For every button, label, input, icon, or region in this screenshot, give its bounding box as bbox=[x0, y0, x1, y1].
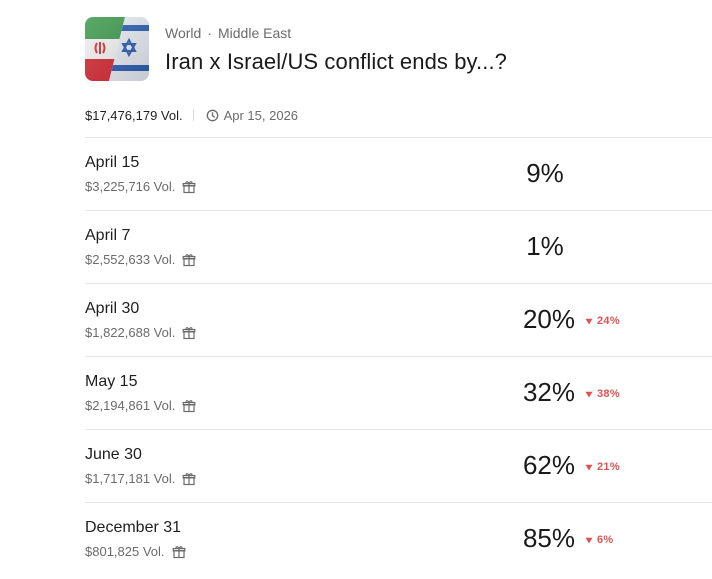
outcome-volume-line: $3,225,716 Vol. bbox=[85, 179, 196, 194]
breadcrumb-world[interactable]: World bbox=[165, 25, 202, 41]
outcome-volume-line: $1,822,688 Vol. bbox=[85, 325, 196, 340]
outcome-row[interactable]: April 30 $1,822,688 Vol. 20% 24% bbox=[85, 283, 712, 356]
outcome-volume-line: $1,717,181 Vol. bbox=[85, 471, 196, 486]
outcome-label: December 31 bbox=[85, 519, 182, 536]
outcome-row[interactable]: April 7 $2,552,633 Vol. 1% bbox=[85, 210, 712, 283]
gift-icon[interactable] bbox=[182, 253, 196, 267]
outcome-volume-line: $2,552,633 Vol. bbox=[85, 252, 196, 267]
clock-icon bbox=[206, 109, 219, 122]
gift-icon[interactable] bbox=[182, 399, 196, 413]
market-header: World · Middle East Iran x Israel/US confl… bbox=[85, 17, 705, 81]
outcome-change-value: 21% bbox=[597, 461, 620, 473]
outcome-volume: $2,552,633 Vol. bbox=[85, 252, 176, 267]
outcome-volume: $2,194,861 Vol. bbox=[85, 398, 176, 413]
outcome-percent: 9% bbox=[526, 158, 564, 188]
breadcrumb-separator: · bbox=[207, 25, 212, 41]
outcome-row[interactable]: June 30 $1,717,181 Vol. 62% 21% bbox=[85, 429, 712, 502]
gift-icon[interactable] bbox=[182, 326, 196, 340]
outcome-percent: 1% bbox=[526, 231, 564, 261]
outcome-change: 24% bbox=[585, 315, 620, 327]
outcome-change-value: 6% bbox=[597, 534, 614, 546]
gift-icon[interactable] bbox=[182, 180, 196, 194]
outcome-list: April 15 $3,225,716 Vol. 9% April 7 $2,552,6… bbox=[85, 137, 712, 575]
outcome-row[interactable]: May 15 $2,194,861 Vol. 32% 38% bbox=[85, 356, 712, 429]
outcome-change: 6% bbox=[585, 534, 614, 546]
gift-icon[interactable] bbox=[172, 545, 186, 559]
market-meta: $17,476,179 Vol. Apr 15, 2026 bbox=[85, 105, 298, 125]
outcome-change: 21% bbox=[585, 461, 620, 473]
gift-icon[interactable] bbox=[182, 472, 196, 486]
triangle-down-icon bbox=[585, 391, 593, 398]
total-volume: $17,476,179 Vol. bbox=[85, 107, 183, 123]
end-date: Apr 15, 2026 bbox=[223, 107, 299, 123]
outcome-volume-line: $2,194,861 Vol. bbox=[85, 398, 196, 413]
meta-divider bbox=[192, 109, 194, 121]
outcome-change-value: 24% bbox=[597, 315, 620, 327]
outcome-percent: 62% bbox=[522, 450, 575, 480]
outcome-volume: $801,825 Vol. bbox=[85, 544, 165, 559]
outcome-label: April 7 bbox=[85, 227, 131, 244]
breadcrumb-middle-east[interactable]: Middle East bbox=[217, 25, 292, 41]
market-title: Iran x Israel/US conflict ends by...? bbox=[165, 49, 507, 74]
outcome-percent: 20% bbox=[522, 304, 575, 334]
outcome-volume-line: $801,825 Vol. bbox=[85, 544, 186, 559]
outcome-volume: $1,822,688 Vol. bbox=[85, 325, 176, 340]
outcome-volume: $3,225,716 Vol. bbox=[85, 179, 176, 194]
outcome-label: April 15 bbox=[85, 154, 140, 171]
outcome-percent: 32% bbox=[522, 377, 575, 407]
iran-israel-flags-icon bbox=[85, 17, 149, 81]
outcome-percent: 85% bbox=[522, 523, 575, 553]
triangle-down-icon bbox=[585, 537, 593, 544]
outcome-row[interactable]: December 31 $801,825 Vol. 85% 6% bbox=[85, 502, 712, 575]
outcome-label: April 30 bbox=[85, 300, 140, 317]
outcome-change: 38% bbox=[585, 388, 620, 400]
outcome-label: May 15 bbox=[85, 373, 138, 390]
outcome-row[interactable]: April 15 $3,225,716 Vol. 9% bbox=[85, 137, 712, 210]
outcome-label: June 30 bbox=[85, 446, 142, 463]
outcome-volume: $1,717,181 Vol. bbox=[85, 471, 176, 486]
outcome-change-value: 38% bbox=[597, 388, 620, 400]
triangle-down-icon bbox=[585, 464, 593, 471]
breadcrumb: World · Middle East bbox=[165, 25, 291, 41]
triangle-down-icon bbox=[585, 318, 593, 325]
